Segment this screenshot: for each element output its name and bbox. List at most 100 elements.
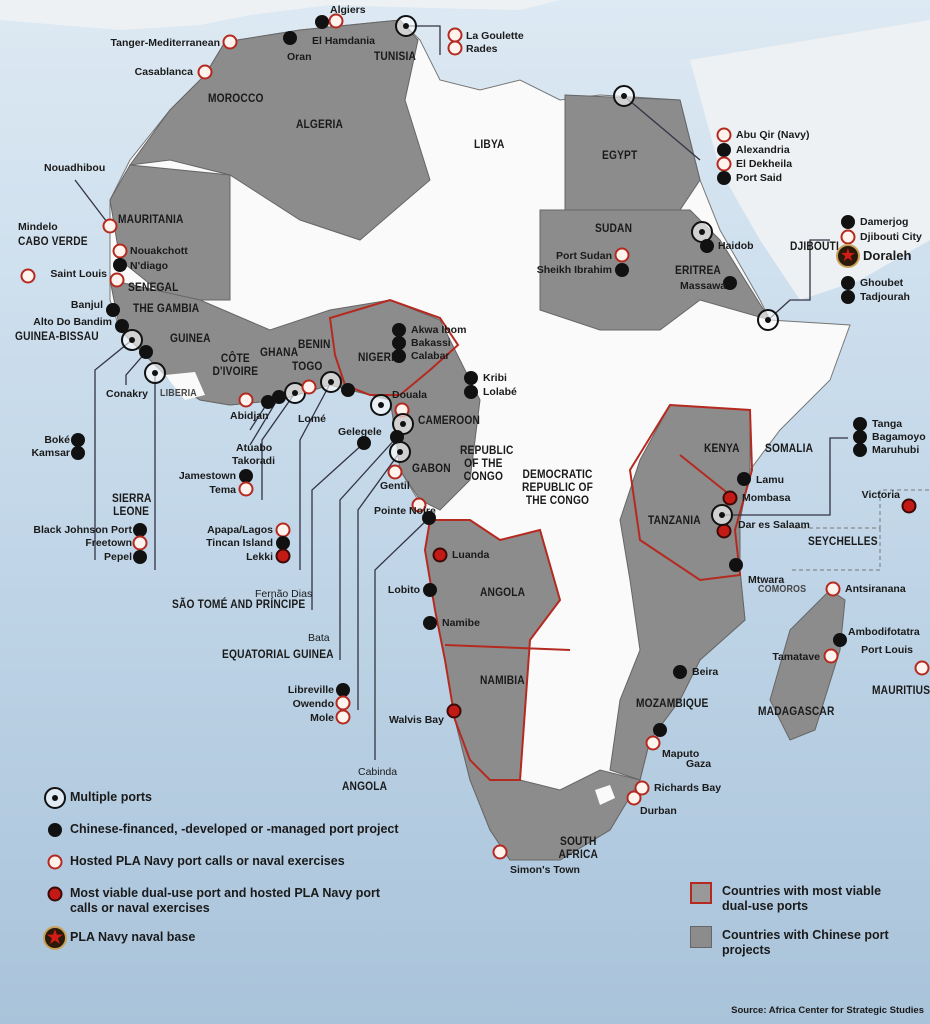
port-label: Boké — [44, 434, 70, 446]
port-marker-simon-s-town — [492, 844, 508, 860]
port-label: Casablanca — [134, 66, 193, 78]
port-label: Rades — [466, 43, 498, 55]
legend-dual: Most viable dual-use port and hosted PLA… — [40, 884, 430, 916]
country-label: Morocco — [208, 91, 264, 105]
port-label: El Hamdania — [312, 35, 376, 47]
port-marker-massawa — [723, 276, 737, 290]
port-label: Jamestown — [178, 470, 236, 482]
port-marker-lekki — [275, 548, 291, 564]
port-label: Port Said — [736, 172, 783, 184]
port-label: Alexandria — [736, 144, 790, 156]
port-label: Tanger-Mediterranean — [110, 37, 221, 49]
port-label: Port Louis — [861, 644, 913, 656]
country-label: Republic of the Congo — [460, 443, 514, 483]
country-label: Eritrea — [675, 263, 721, 277]
country-label: Kenya — [704, 441, 740, 455]
leader-line — [261, 392, 296, 500]
port-marker-gentil — [387, 464, 403, 480]
port-label: Calabar — [411, 350, 450, 362]
country-label: Namibia — [480, 673, 525, 687]
legend-pla: Hosted PLA Navy port calls or naval exer… — [40, 852, 430, 872]
port-marker-victoria — [901, 498, 917, 514]
country-label: Cameroon — [418, 413, 480, 427]
port-label: Mombasa — [742, 492, 791, 504]
country-label: Guinea-Bissau — [15, 329, 99, 343]
port-label: Antsiranana — [845, 583, 906, 595]
port-marker-walvis-bay — [446, 703, 462, 719]
country-label: Cabo Verde — [18, 234, 88, 248]
port-label: Abidjan — [230, 410, 269, 422]
port-marker-alexandria — [717, 143, 731, 157]
europe-landmass — [0, 0, 560, 30]
port-label: Gelegele — [338, 426, 382, 438]
leader-line — [406, 25, 441, 55]
port-label: Nouakchott — [130, 245, 188, 257]
leader-line — [767, 239, 830, 321]
country-label: Guinea — [170, 331, 211, 345]
port-label: Pepel — [103, 551, 132, 563]
port-label: Lobito — [387, 584, 420, 596]
port-label: Tanga — [872, 418, 903, 430]
port-label: Libreville — [287, 684, 334, 696]
port-marker-antsiranana — [825, 581, 841, 597]
port-label: Haidob — [718, 240, 754, 252]
port-marker-conakry — [139, 345, 153, 359]
chinese-port-icon — [48, 823, 62, 837]
leader-line — [74, 179, 111, 227]
port-label: La Goulette — [466, 30, 524, 42]
port-label: Banjul — [70, 299, 103, 311]
port-marker-nouadhibou — [102, 218, 118, 234]
country-label: Madagascar — [758, 704, 835, 718]
country-label: Mauritania — [118, 212, 184, 226]
port-marker-port-louis — [914, 660, 930, 676]
port-label: Lomé — [298, 413, 327, 425]
port-marker-lolab- — [464, 385, 478, 399]
port-label: Beira — [692, 666, 719, 678]
country-sudan-eritrea — [539, 209, 772, 331]
liberia-white — [165, 372, 205, 400]
country-label: São Tomé and Príncipe — [172, 597, 306, 611]
country-label: Democratic Republic of the Congo — [521, 467, 594, 507]
port-marker-lamu — [737, 472, 751, 486]
country-label: Benin — [298, 337, 331, 351]
leader-line — [339, 436, 398, 660]
port-label: Akwa Ibom — [411, 324, 467, 336]
port-label: Djibouti City — [860, 231, 922, 243]
port-marker-maputo — [645, 735, 661, 751]
leader-line — [125, 351, 147, 385]
pla-port-call-icon — [47, 854, 63, 870]
port-label: Durban — [640, 805, 677, 817]
port-marker-black-johnson-port — [133, 523, 147, 537]
port-label: N'diago — [130, 260, 169, 272]
port-label: Mtwara — [748, 574, 785, 586]
country-label: The Gambia — [133, 301, 200, 315]
country-label: Libya — [474, 137, 505, 151]
port-label: Abu Qir (Navy) — [736, 129, 810, 141]
port-label: Black Johnson Port — [33, 524, 132, 536]
angola-namibia-border — [423, 519, 571, 781]
port-marker-maruhubi — [853, 443, 867, 457]
port-marker-pepel — [133, 550, 147, 564]
port-label: Takoradi — [232, 455, 275, 467]
country-label: Angola — [480, 585, 526, 599]
leader-line — [357, 451, 401, 710]
port-marker-tanger-mediterranean — [222, 34, 238, 50]
port-marker-multiple — [422, 511, 436, 525]
port-marker-mole — [335, 709, 351, 725]
port-marker-djibouti-city — [840, 229, 856, 245]
port-marker-takoradi — [272, 390, 286, 404]
port-marker-namibe — [423, 616, 437, 630]
port-marker-multiple — [389, 441, 411, 463]
port-marker-ghoubet — [841, 276, 855, 290]
port-label: Lamu — [756, 474, 785, 486]
port-label: Ambodifotatra — [848, 626, 920, 638]
country-label: Somalia — [765, 441, 814, 455]
country-label: Sierra Leone — [112, 491, 152, 518]
port-marker-haidob — [700, 239, 714, 253]
port-marker-multiple — [144, 362, 166, 384]
port-label: Kribi — [483, 372, 507, 384]
country-label: Tanzania — [648, 513, 701, 527]
place-label: Cabinda — [358, 766, 398, 778]
port-marker-richards-bay — [634, 780, 650, 796]
port-label: Tamatave — [772, 651, 820, 663]
